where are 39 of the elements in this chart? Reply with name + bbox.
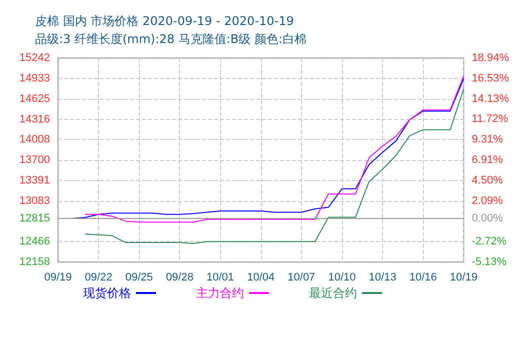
y-tick-label: 14625	[19, 92, 50, 105]
x-tick-label: 09/28	[166, 272, 194, 284]
chart-title: 皮棉 国内 市场价格 2020-09-19 - 2020-10-19	[35, 14, 294, 28]
y-tick-label: 14008	[19, 134, 50, 146]
line-series	[84, 88, 464, 244]
y2-tick-label: 14.13%	[472, 92, 510, 105]
y2-tick-label: 0.00%	[472, 212, 504, 225]
x-tick-label: 09/25	[125, 272, 153, 284]
y2-tick-label: -2.72%	[472, 236, 507, 248]
y-tick-label: 12466	[19, 236, 50, 248]
y-tick-label: 14933	[19, 72, 50, 84]
chart-subtitle: 品级:3 纤维长度(mm):28 马克隆值:B级 颜色:白棉	[35, 32, 306, 46]
legend-label: 最近合约	[309, 286, 357, 300]
x-tick-label: 10/16	[409, 272, 437, 284]
y-tick-label: 15242	[19, 52, 50, 64]
x-tick-label: 10/10	[328, 272, 356, 284]
x-tick-label: 10/04	[247, 272, 275, 284]
y-tick-label: 13700	[19, 154, 50, 166]
legend-label: 主力合约	[196, 286, 244, 300]
legend-label: 现货价格	[83, 286, 131, 300]
x-tick-label: 10/07	[288, 272, 316, 284]
y2-tick-label: 16.53%	[472, 72, 510, 84]
x-tick-label: 09/19	[44, 272, 72, 284]
y2-tick-label: 11.72%	[472, 113, 508, 126]
x-tick-label: 09/22	[84, 272, 112, 284]
y2-tick-label: 9.31%	[472, 134, 504, 146]
x-tick-label: 10/01	[206, 272, 234, 284]
x-tick-label: 10/19	[450, 272, 478, 284]
y-tick-label: 13391	[19, 174, 50, 186]
y-tick-label: 12815	[19, 212, 50, 225]
y2-tick-label: 18.94%	[472, 52, 510, 64]
y2-tick-label: 6.91%	[472, 154, 504, 166]
y2-tick-label: -5.13%	[472, 256, 507, 268]
y-tick-label: 12158	[19, 256, 50, 268]
y-tick-label: 13083	[19, 194, 50, 207]
y-tick-label: 14316	[19, 113, 50, 126]
y2-tick-label: 2.09%	[472, 194, 504, 207]
y2-tick-label: 4.50%	[472, 174, 504, 186]
x-tick-label: 10/13	[368, 272, 396, 284]
